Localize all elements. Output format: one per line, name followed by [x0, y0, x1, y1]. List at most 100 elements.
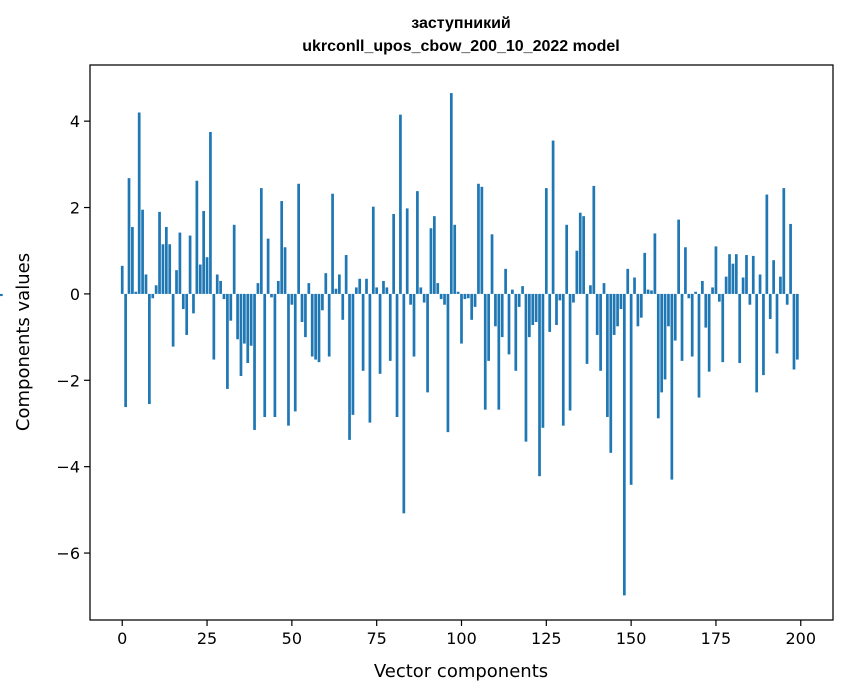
bar	[351, 293, 355, 415]
bar	[789, 223, 792, 294]
bar	[202, 210, 206, 294]
bar	[521, 286, 524, 294]
bar	[497, 293, 501, 410]
bar	[704, 293, 708, 328]
bar	[181, 293, 185, 310]
bar	[249, 293, 253, 346]
bar	[144, 274, 148, 294]
bar	[582, 216, 585, 294]
bar	[429, 228, 433, 294]
bar	[456, 291, 460, 294]
bar	[738, 293, 742, 364]
bar	[629, 293, 633, 485]
bar	[639, 293, 643, 318]
bar	[477, 183, 480, 294]
bar	[375, 287, 379, 294]
bar	[226, 293, 229, 389]
bar	[378, 293, 382, 374]
bar	[137, 112, 141, 294]
y-axis-label: Components values	[13, 253, 34, 431]
bar	[622, 293, 626, 596]
bar	[734, 254, 738, 294]
bar	[480, 186, 484, 294]
bar	[209, 131, 212, 294]
chart-subtitle: ukrconll_upos_cbow_200_10_2022 model	[302, 38, 619, 55]
bar	[399, 114, 402, 294]
bar	[551, 140, 555, 294]
bar-series	[0, 93, 799, 596]
bar	[667, 293, 670, 327]
bar	[419, 287, 423, 294]
bar	[561, 293, 565, 426]
bar	[504, 268, 507, 294]
bar	[592, 185, 596, 294]
bar	[585, 293, 589, 364]
bar	[500, 293, 504, 338]
bar	[124, 293, 127, 408]
bar	[127, 178, 131, 294]
bar	[636, 293, 640, 327]
bar	[338, 274, 341, 294]
bar	[483, 293, 487, 410]
y-tick-label: 0	[70, 285, 80, 304]
y-tick-label: 2	[70, 199, 80, 218]
bar	[466, 293, 470, 299]
bar	[175, 270, 178, 294]
bar	[324, 273, 328, 294]
bar	[721, 293, 725, 363]
bar	[222, 293, 226, 300]
bar	[487, 293, 490, 361]
bar	[653, 233, 657, 294]
bar	[538, 293, 541, 477]
bar	[219, 280, 222, 294]
chart-title: заступникий	[411, 15, 511, 32]
bar	[402, 293, 406, 514]
bar	[151, 293, 155, 299]
bar	[334, 288, 338, 294]
bar	[758, 274, 762, 294]
bar	[511, 289, 514, 294]
bar	[751, 255, 755, 294]
bar	[368, 293, 372, 423]
bar	[164, 226, 168, 294]
bar	[246, 293, 250, 364]
bar	[650, 290, 653, 294]
bar	[677, 219, 680, 294]
bar	[680, 293, 684, 361]
x-tick-label: 25	[197, 629, 217, 648]
bar	[684, 247, 687, 294]
bar	[694, 291, 697, 294]
bar	[317, 293, 321, 363]
bar	[779, 276, 782, 294]
bar	[595, 293, 599, 335]
bar	[273, 293, 277, 417]
bar	[714, 246, 718, 294]
bar	[514, 293, 518, 371]
bar	[198, 264, 202, 294]
bar	[412, 293, 416, 357]
plot-frame	[89, 64, 834, 621]
bar	[701, 280, 704, 294]
bar	[426, 293, 429, 393]
bar	[572, 293, 575, 303]
bar	[287, 293, 290, 426]
bar	[171, 293, 175, 347]
bar	[304, 293, 307, 338]
bar	[243, 293, 246, 344]
bar	[280, 201, 284, 294]
bar	[270, 293, 273, 298]
bar	[256, 283, 260, 294]
bar	[300, 293, 304, 322]
bar	[507, 293, 511, 355]
bar	[229, 293, 233, 321]
bar	[565, 224, 569, 294]
bar	[443, 293, 446, 305]
bar	[697, 293, 701, 398]
bar	[290, 293, 294, 305]
bar	[602, 283, 606, 294]
bar	[154, 285, 158, 294]
bar	[745, 255, 748, 294]
bar	[670, 293, 674, 480]
